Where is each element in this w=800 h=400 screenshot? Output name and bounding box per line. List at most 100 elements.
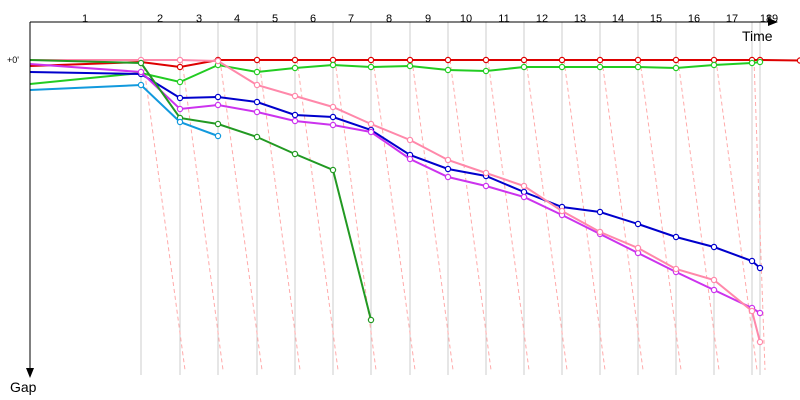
pit-line-4 — [219, 59, 263, 371]
series-5-point-19 — [756, 338, 764, 346]
lap-label-8: 8 — [386, 13, 392, 25]
series-5-point-10 — [444, 156, 452, 164]
series-4-point-6 — [291, 117, 299, 125]
series-1-point-3 — [176, 63, 184, 71]
series-4-point-7 — [329, 121, 337, 129]
series-2-point-8 — [367, 63, 375, 71]
series-4-point-12 — [520, 193, 528, 201]
series-line-7 — [29, 83, 219, 137]
series-6-point-4 — [214, 120, 222, 128]
series-5-point-15 — [634, 244, 642, 252]
series-5-point-12 — [520, 182, 528, 190]
series-4-point-2 — [137, 68, 145, 76]
series-2-point-3 — [176, 78, 184, 86]
series-4-point-8 — [367, 128, 375, 136]
pit-line-16 — [677, 59, 720, 371]
series-5-point-3 — [176, 56, 184, 64]
series-4-point-3 — [176, 105, 184, 113]
series-1-point-10 — [444, 56, 452, 64]
series-line-1 — [29, 59, 800, 69]
series-6-point-7 — [329, 166, 337, 174]
y-axis-arrow-icon — [26, 368, 34, 378]
series-3-point-15 — [634, 220, 642, 228]
series-2-point-6 — [291, 64, 299, 72]
series-1-point-8 — [367, 56, 375, 64]
lap-label-14: 14 — [612, 13, 624, 25]
series-2-point-15 — [634, 63, 642, 71]
series-3-point-6 — [291, 111, 299, 119]
series-5-point-7 — [329, 103, 337, 111]
series-3-point-10 — [444, 165, 452, 173]
series-3-point-19 — [756, 264, 764, 272]
series-1-point-6 — [291, 56, 299, 64]
series-3-point-7 — [329, 113, 337, 121]
series-2-point-10 — [444, 66, 452, 74]
series-4-point-11 — [482, 182, 490, 190]
pit-line-8 — [372, 59, 416, 371]
pit-line-3 — [181, 59, 224, 371]
series-4-point-17 — [710, 286, 718, 294]
pit-line-10 — [449, 59, 492, 371]
series-3-point-4 — [214, 93, 222, 101]
series-4-point-10 — [444, 173, 452, 181]
series-7-point-4 — [214, 132, 222, 140]
series-2-point-17 — [710, 61, 718, 69]
pit-stop-lines — [142, 59, 766, 371]
series-1-point-15 — [634, 56, 642, 64]
pit-line-5 — [258, 59, 301, 371]
pit-line-7 — [334, 59, 377, 371]
pit-line-15 — [639, 59, 682, 371]
series-6-point-2 — [137, 59, 145, 67]
y-axis-title: Gap — [10, 379, 37, 395]
series-7-point-3 — [176, 118, 184, 126]
pit-line-6 — [296, 59, 339, 371]
series-5-point-5 — [253, 81, 261, 89]
pit-line-9 — [411, 59, 454, 371]
series-3-point-17 — [710, 243, 718, 251]
lap-label-10: 10 — [460, 13, 472, 25]
lap-label-5: 5 — [272, 13, 278, 25]
series-1-point-13 — [558, 56, 566, 64]
lap-label-13: 13 — [574, 13, 586, 25]
vertical-gridlines — [140, 22, 761, 375]
series-2-point-13 — [558, 63, 566, 71]
pit-line-2 — [142, 59, 186, 371]
series-2-point-7 — [329, 61, 337, 69]
series-5-point-13 — [558, 207, 566, 215]
pit-line-11 — [487, 59, 530, 371]
series-4-point-19 — [756, 309, 764, 317]
lap-label-9: 9 — [425, 13, 431, 25]
series-1-point-16 — [672, 56, 680, 64]
pit-line-17 — [715, 59, 758, 371]
series-5-point-16 — [672, 265, 680, 273]
series-2-point-5 — [253, 68, 261, 76]
series-2-point-16 — [672, 64, 680, 72]
lap-label-7: 7 — [348, 13, 354, 25]
series-6-point-5 — [253, 133, 261, 141]
series-3-point-5 — [253, 98, 261, 106]
series-2-point-19 — [756, 58, 764, 66]
series-2-point-18 — [748, 59, 756, 67]
series-1-point-5 — [253, 56, 261, 64]
series-5-point-6 — [291, 92, 299, 100]
lap-label-11: 11 — [498, 13, 509, 25]
series-3-point-18 — [748, 257, 756, 265]
lap-label-17: 17 — [726, 13, 738, 25]
series-5-point-18 — [748, 307, 756, 315]
series-6-point-8 — [367, 316, 375, 324]
series-5-point-14 — [596, 228, 604, 236]
series-group — [29, 56, 800, 346]
series-2-point-14 — [596, 63, 604, 71]
series-5-point-17 — [710, 276, 718, 284]
series-3-point-16 — [672, 233, 680, 241]
series-3-point-14 — [596, 208, 604, 216]
lap-label-12: 12 — [536, 13, 548, 25]
pit-line-18 — [753, 59, 766, 371]
series-4-point-9 — [406, 155, 414, 163]
series-5-point-9 — [406, 136, 414, 144]
lap-label-3: 3 — [196, 13, 202, 25]
series-line-6 — [29, 59, 372, 321]
series-line-5 — [30, 59, 761, 343]
series-2-point-11 — [482, 67, 490, 75]
